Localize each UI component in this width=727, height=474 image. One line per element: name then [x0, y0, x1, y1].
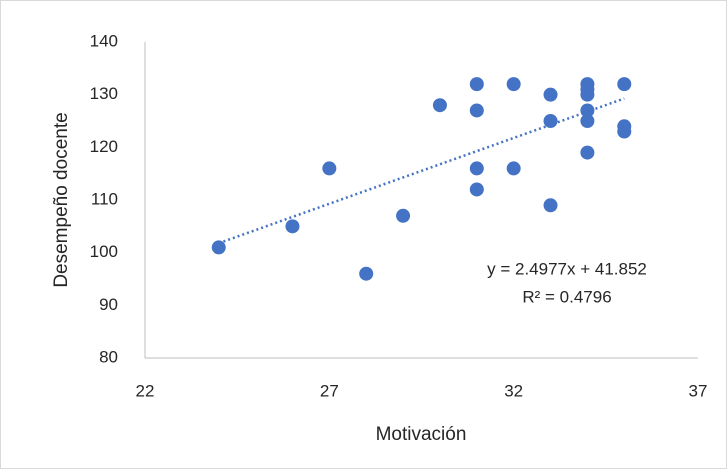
point — [469, 161, 484, 176]
y-tick-label: 130 — [90, 84, 118, 103]
point — [580, 145, 595, 160]
point — [580, 87, 595, 102]
point — [322, 161, 337, 176]
point — [469, 182, 484, 197]
x-tick-label: 27 — [320, 381, 339, 400]
y-tick-label: 110 — [91, 189, 118, 208]
y-axis-title: Desempeño docente — [51, 112, 72, 287]
point — [211, 240, 226, 255]
point — [469, 77, 484, 92]
point — [396, 208, 411, 223]
point — [580, 103, 595, 118]
x-axis-title: Motivación — [376, 424, 467, 445]
y-tick-label: 100 — [90, 242, 118, 261]
point — [506, 77, 521, 92]
point — [359, 266, 374, 281]
point — [432, 98, 447, 113]
point — [469, 103, 484, 118]
x-tick-label: 32 — [504, 381, 523, 400]
point — [543, 198, 558, 213]
point — [543, 114, 558, 128]
point — [617, 77, 632, 92]
trendline-equation: y = 2.4977x + 41.852 — [487, 259, 647, 278]
point — [617, 124, 632, 139]
point — [543, 87, 558, 102]
point — [285, 219, 300, 234]
trendline-r2: R² = 0.4796 — [522, 287, 611, 306]
point — [580, 114, 595, 128]
y-tick-label: 120 — [90, 137, 118, 156]
trendline — [218, 97, 625, 245]
x-tick-label: 22 — [136, 381, 155, 400]
point — [506, 161, 521, 176]
y-tick-label: 80 — [99, 347, 118, 366]
y-tick-label: 140 — [90, 31, 118, 50]
x-tick-label: 37 — [689, 381, 708, 400]
y-tick-label: 90 — [99, 295, 118, 314]
